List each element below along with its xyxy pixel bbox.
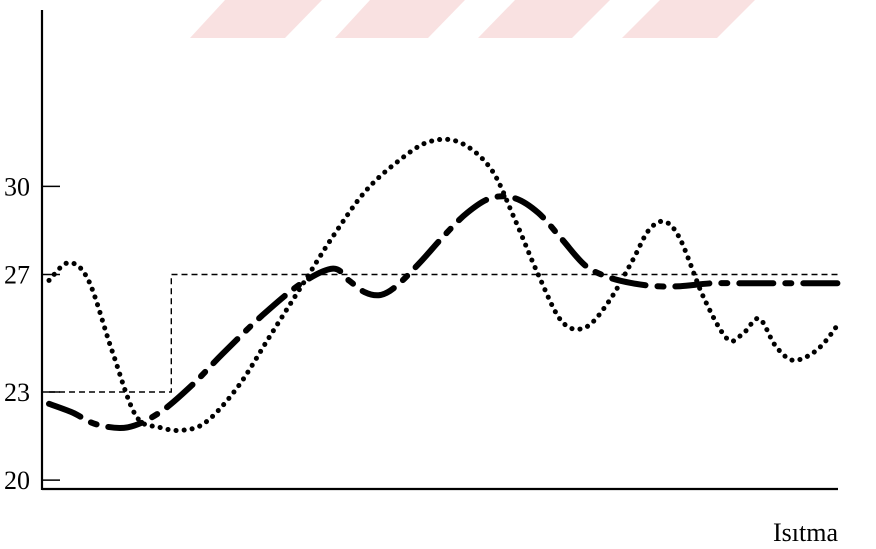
y-tick-label: 27: [4, 260, 30, 289]
y-tick-label: 20: [4, 466, 30, 495]
series-dotted-line: [46, 136, 841, 434]
x-axis-label: Isıtma: [773, 518, 838, 547]
y-tick-label: 30: [4, 172, 30, 201]
series-setpoint-line: [49, 273, 838, 393]
watermark: [190, 0, 755, 38]
series-group: [46, 136, 841, 434]
y-ticks: 20 23 27 30: [4, 172, 60, 495]
y-tick-label: 23: [4, 378, 30, 407]
series-dash-dot-line: [46, 193, 841, 431]
